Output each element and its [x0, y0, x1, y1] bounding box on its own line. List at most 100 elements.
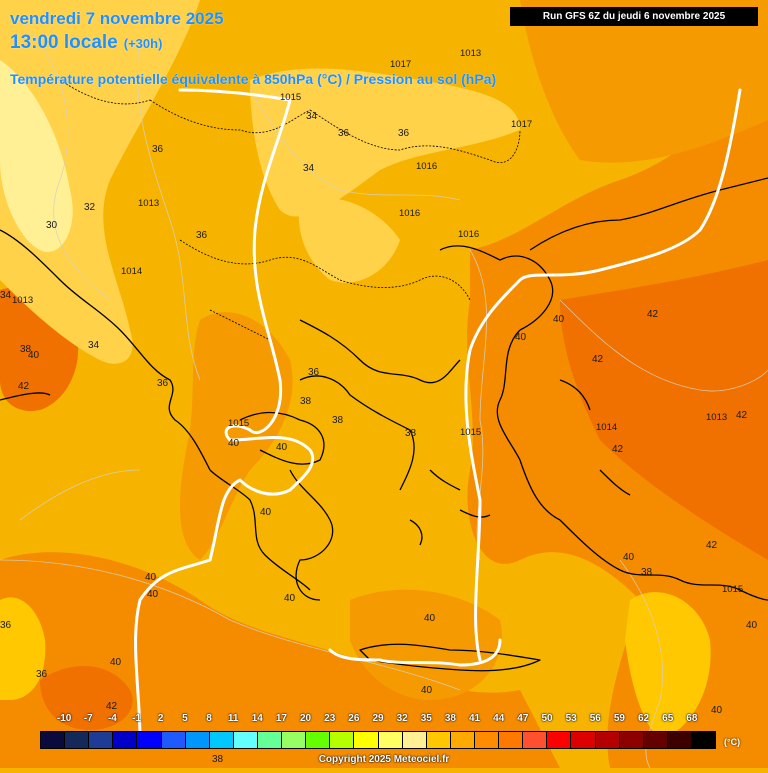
- field-cool-sicily: [0, 597, 46, 700]
- temp-label: 34: [88, 340, 100, 351]
- legend-swatch: [619, 732, 644, 748]
- temp-label: 30: [46, 220, 58, 231]
- legend-tick-label: 59: [613, 713, 625, 724]
- field-hot-southwest: [40, 666, 133, 730]
- temp-label: 40: [553, 314, 565, 325]
- legend-tick-label: 2: [157, 713, 164, 724]
- field-warm-crete: [350, 589, 502, 700]
- legend-swatch: [65, 732, 90, 748]
- field-cold-adriatic: [0, 60, 73, 252]
- temp-label: 42: [647, 309, 659, 320]
- temp-label: 42: [612, 444, 624, 455]
- legend-tick-label: 29: [372, 713, 384, 724]
- pressure-label: 1015: [228, 418, 249, 429]
- legend-swatch: [450, 732, 475, 748]
- temp-label: 36: [338, 128, 350, 139]
- legend-swatch: [402, 732, 427, 748]
- legend-swatch: [185, 732, 210, 748]
- temp-label: 36: [0, 620, 12, 631]
- temp-label: 40: [424, 613, 436, 624]
- lead-time: (+30h): [123, 36, 163, 51]
- pressure-labels: 1017 1013 1015 1017 1016 1016 1016 1014 …: [12, 48, 743, 595]
- pressure-label: 1013: [460, 48, 481, 59]
- temp-label: 40: [421, 685, 433, 696]
- legend-tick-label: 50: [541, 713, 553, 724]
- temp-label: 38: [300, 396, 312, 407]
- legend-ticks: -10 -7 -4 -1 2 5 8 11 14 17 20 23 26 29 32 35 38 41 44 47 50…: [40, 713, 716, 729]
- legend-swatch: [233, 732, 258, 748]
- borders: [59, 79, 521, 341]
- legend-swatch: [426, 732, 451, 748]
- legend-swatch: [667, 732, 692, 748]
- pressure-label: 1017: [511, 119, 532, 130]
- temp-label: 40: [147, 589, 159, 600]
- legend-tick-label: 56: [589, 713, 601, 724]
- legend-swatch: [474, 732, 500, 748]
- legend-swatch: [378, 732, 403, 748]
- temp-label: 38: [212, 754, 224, 765]
- local-time-text: 13:00 locale: [10, 32, 118, 53]
- legend-tick-label: 11: [227, 713, 239, 724]
- temp-label: 42: [18, 381, 30, 392]
- legend-swatch: [354, 732, 379, 748]
- temp-label: 42: [736, 410, 748, 421]
- legend-tick-label: 53: [565, 713, 577, 724]
- field-warm-northeast: [520, 0, 768, 163]
- legend-tick-label: 17: [275, 713, 287, 724]
- legend-swatch: [89, 732, 114, 748]
- legend-swatch: [523, 732, 548, 748]
- pressure-label: 1017: [390, 59, 411, 70]
- pressure-label: 1015: [460, 427, 481, 438]
- pressure-label: 1014: [121, 266, 142, 277]
- temp-label: 32: [84, 202, 96, 213]
- field-cool-macedonia: [298, 197, 400, 283]
- temp-label: 42: [106, 701, 118, 712]
- legend-tick-label: -7: [83, 713, 93, 724]
- legend-swatch: [571, 732, 596, 748]
- field-cool-northwest: [0, 0, 200, 364]
- legend-swatch: [547, 732, 572, 748]
- copyright: Copyright 2025 Meteociel.fr: [318, 754, 450, 765]
- legend-unit: (°C): [724, 737, 741, 747]
- temp-label: 40: [276, 442, 288, 453]
- temperature-labels: 30 32 34 34 36 36 36 36 36 36 34 34 36 3…: [0, 111, 758, 765]
- legend-tick-label: 35: [420, 713, 432, 724]
- temp-label: 40: [28, 350, 40, 361]
- legend-tick-label: 65: [662, 713, 674, 724]
- legend-swatch: [257, 732, 283, 748]
- temp-label: 38: [20, 344, 32, 355]
- legend-swatch: [113, 732, 138, 748]
- temp-label: 38: [641, 567, 653, 578]
- legend-tick-label: -1: [132, 713, 142, 724]
- legend-swatch: [595, 732, 620, 748]
- legend-tick-label: 8: [206, 713, 212, 724]
- color-legend: [40, 731, 716, 749]
- temp-label: 36: [196, 230, 208, 241]
- temp-label: 38: [332, 415, 344, 426]
- temp-label: 38: [405, 428, 417, 439]
- temp-label: 40: [110, 657, 122, 668]
- pressure-label: 1014: [596, 422, 617, 433]
- temp-label: 34: [303, 163, 315, 174]
- legend-tick-label: 41: [469, 713, 481, 724]
- temp-label: 34: [0, 290, 12, 301]
- temp-label: 40: [284, 593, 296, 604]
- legend-swatch: [209, 732, 234, 748]
- field-warm-west: [180, 312, 293, 560]
- legend-swatch: [282, 732, 307, 748]
- temp-label: 40: [711, 705, 723, 716]
- legend-tick-label: 14: [251, 713, 263, 724]
- coastlines: [0, 177, 768, 672]
- temp-label: 36: [36, 669, 48, 680]
- temp-label: 40: [145, 572, 157, 583]
- legend-tick-label: 44: [493, 713, 505, 724]
- pressure-label: 1016: [399, 208, 420, 219]
- legend-swatch: [41, 732, 66, 748]
- pressure-label: 1013: [12, 295, 33, 306]
- temp-label: 34: [306, 111, 318, 122]
- legend-swatch: [643, 732, 668, 748]
- legend-tick-label: 20: [300, 713, 312, 724]
- temp-label: 40: [746, 620, 758, 631]
- legend-swatch: [306, 732, 331, 748]
